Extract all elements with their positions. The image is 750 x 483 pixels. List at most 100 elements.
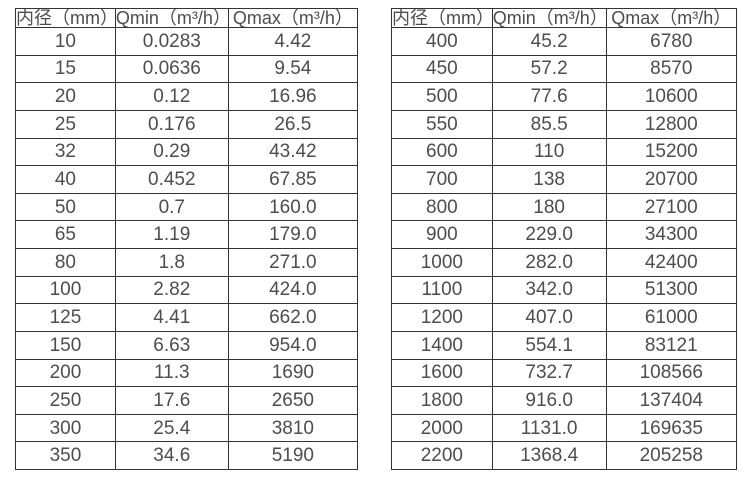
table-row: 2200 1368.4 205258	[391, 441, 738, 470]
qmax-header: Qmax（m³/h）	[227, 8, 359, 28]
diameter-cell: 1600	[391, 358, 493, 388]
table-row: 600 110 15200	[391, 137, 738, 167]
spec-table-left-container: 内径（mm） Qmin（m³/h） Qmax（m³/h） 10 0.0283 4.4…	[15, 8, 359, 470]
qmax-cell: 83121	[605, 330, 738, 360]
diameter-cell: 150	[15, 330, 116, 360]
qmin-cell: 0.0636	[114, 54, 229, 84]
qmin-cell: 85.5	[491, 109, 607, 139]
qmax-cell: 137404	[605, 386, 738, 415]
diameter-cell: 350	[15, 441, 116, 470]
table-row: 40 0.452 67.85	[15, 165, 359, 194]
table-row: 900 229.0 34300	[391, 220, 738, 249]
diameter-cell: 800	[391, 192, 493, 222]
diameter-cell: 1100	[391, 275, 493, 305]
qmin-cell: 0.176	[114, 109, 229, 139]
qmin-cell: 0.0283	[114, 27, 229, 56]
qmin-cell: 57.2	[491, 54, 607, 84]
diameter-cell: 32	[15, 137, 116, 167]
qmax-cell: 27100	[605, 192, 738, 222]
diameter-cell: 100	[15, 275, 116, 305]
diameter-cell: 400	[391, 27, 493, 56]
qmin-header: Qmin（m³/h）	[114, 8, 229, 28]
qmin-cell: 77.6	[491, 82, 607, 111]
qmin-cell: 0.29	[114, 137, 229, 167]
table-row: 80 1.8 271.0	[15, 248, 359, 277]
qmax-cell: 179.0	[227, 220, 359, 249]
qmax-cell: 8570	[605, 54, 738, 84]
qmin-cell: 6.63	[114, 330, 229, 360]
spec-table-right: 内径（mm） Qmin（m³/h） Qmax（m³/h） 400 45.2 6780…	[391, 8, 738, 470]
qmax-cell: 205258	[605, 441, 738, 470]
qmax-cell: 67.85	[227, 165, 359, 194]
diameter-cell: 550	[391, 109, 493, 139]
diameter-cell: 900	[391, 220, 493, 249]
diameter-cell: 1400	[391, 330, 493, 360]
table-row: 1400 554.1 83121	[391, 330, 738, 360]
qmin-cell: 732.7	[491, 358, 607, 388]
table-row: 15 0.0636 9.54	[15, 54, 359, 84]
diameter-cell: 450	[391, 54, 493, 84]
qmin-cell: 180	[491, 192, 607, 222]
qmin-cell: 2.82	[114, 275, 229, 305]
qmin-cell: 0.7	[114, 192, 229, 222]
qmax-cell: 42400	[605, 248, 738, 277]
qmax-cell: 4.42	[227, 27, 359, 56]
qmax-cell: 43.42	[227, 137, 359, 167]
qmin-cell: 916.0	[491, 386, 607, 415]
table-row: 1800 916.0 137404	[391, 386, 738, 415]
diameter-cell: 1800	[391, 386, 493, 415]
diameter-header: 内径（mm）	[391, 8, 493, 28]
table-row: 800 180 27100	[391, 192, 738, 222]
diameter-cell: 15	[15, 54, 116, 84]
table-row: 2000 1131.0 169635	[391, 413, 738, 443]
diameter-cell: 200	[15, 358, 116, 388]
table-row: 500 77.6 10600	[391, 82, 738, 111]
table-row: 20 0.12 16.96	[15, 82, 359, 111]
table-row: 1200 407.0 61000	[391, 303, 738, 332]
qmin-cell: 11.3	[114, 358, 229, 388]
diameter-cell: 600	[391, 137, 493, 167]
qmax-cell: 12800	[605, 109, 738, 139]
table-row: 450 57.2 8570	[391, 54, 738, 84]
qmax-cell: 3810	[227, 413, 359, 443]
diameter-cell: 2200	[391, 441, 493, 470]
table-row: 700 138 20700	[391, 165, 738, 194]
diameter-cell: 2000	[391, 413, 493, 443]
qmax-cell: 20700	[605, 165, 738, 194]
qmin-cell: 1.8	[114, 248, 229, 277]
diameter-cell: 1000	[391, 248, 493, 277]
diameter-cell: 20	[15, 82, 116, 111]
qmin-cell: 1131.0	[491, 413, 607, 443]
qmax-cell: 169635	[605, 413, 738, 443]
table-row: 32 0.29 43.42	[15, 137, 359, 167]
diameter-cell: 1200	[391, 303, 493, 332]
table-row: 100 2.82 424.0	[15, 275, 359, 305]
diameter-cell: 50	[15, 192, 116, 222]
table-row: 350 34.6 5190	[15, 441, 359, 470]
qmax-cell: 424.0	[227, 275, 359, 305]
diameter-cell: 40	[15, 165, 116, 194]
qmin-cell: 282.0	[491, 248, 607, 277]
qmax-cell: 9.54	[227, 54, 359, 84]
qmax-cell: 2650	[227, 386, 359, 415]
qmin-header: Qmin（m³/h）	[491, 8, 607, 28]
diameter-cell: 80	[15, 248, 116, 277]
diameter-cell: 25	[15, 109, 116, 139]
qmax-cell: 34300	[605, 220, 738, 249]
table-row: 1000 282.0 42400	[391, 248, 738, 277]
qmin-cell: 34.6	[114, 441, 229, 470]
qmin-cell: 554.1	[491, 330, 607, 360]
qmax-cell: 61000	[605, 303, 738, 332]
table-row: 65 1.19 179.0	[15, 220, 359, 249]
qmax-cell: 26.5	[227, 109, 359, 139]
header-row: 内径（mm） Qmin（m³/h） Qmax（m³/h）	[15, 8, 359, 28]
table-row: 50 0.7 160.0	[15, 192, 359, 222]
qmin-cell: 45.2	[491, 27, 607, 56]
qmin-cell: 17.6	[114, 386, 229, 415]
diameter-header: 内径（mm）	[15, 8, 116, 28]
table-row: 125 4.41 662.0	[15, 303, 359, 332]
diameter-cell: 300	[15, 413, 116, 443]
qmin-cell: 229.0	[491, 220, 607, 249]
table-row: 1600 732.7 108566	[391, 358, 738, 388]
table-row: 550 85.5 12800	[391, 109, 738, 139]
